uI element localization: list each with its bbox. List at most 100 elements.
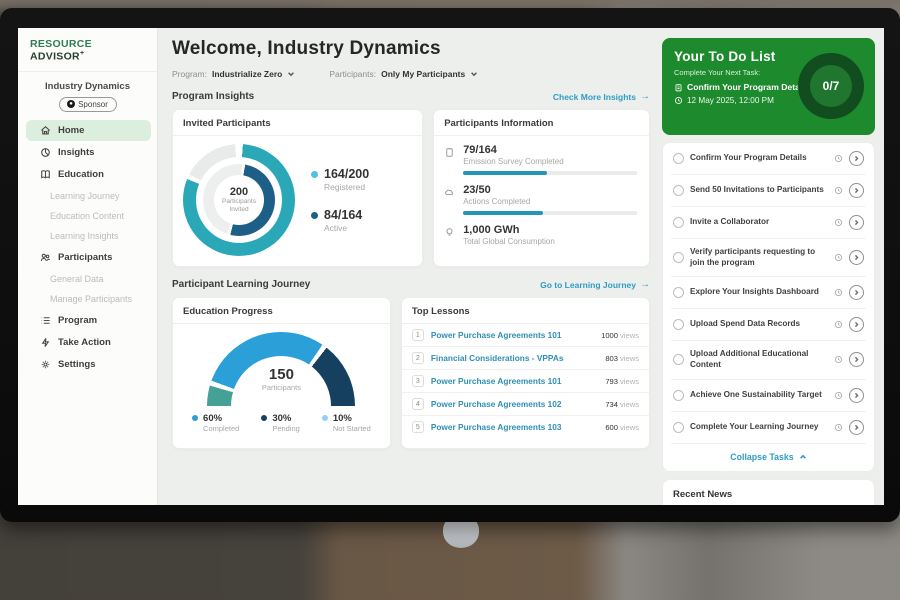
- lesson-views-suffix: views: [620, 331, 639, 340]
- task-checkbox[interactable]: [673, 185, 684, 196]
- participants-filter[interactable]: Participants: Only My Participants: [329, 69, 478, 79]
- todo-panel: Your To Do List Complete Your Next Task:…: [662, 28, 884, 505]
- task-checkbox[interactable]: [673, 354, 684, 366]
- task-checkbox[interactable]: [673, 287, 684, 299]
- task-label[interactable]: Send 50 Invitations to Participants: [690, 185, 824, 195]
- task-checkbox[interactable]: [673, 217, 684, 228]
- sidebar-item-learning-insights[interactable]: Learning Insights: [50, 230, 119, 241]
- participants-information-card: Participants Information 79/164 Emission…: [433, 109, 650, 267]
- page-title: Welcome, Industry Dynamics: [172, 38, 441, 59]
- task-label[interactable]: Complete Your Learning Journey: [690, 421, 819, 431]
- task-checkbox[interactable]: [673, 319, 684, 331]
- info-icon[interactable]: [834, 355, 843, 364]
- lesson-title-link[interactable]: Financial Considerations - VPPAs: [430, 353, 564, 363]
- sidebar-item-learning-journey[interactable]: Learning Journey: [50, 190, 120, 201]
- legend-item-active: 84/164 Active: [311, 208, 369, 233]
- gauge-center-value: 150: [268, 366, 294, 383]
- survey-progress-bar: [463, 171, 637, 175]
- program-filter[interactable]: Program: Industrialize Zero: [172, 69, 295, 79]
- task-go-button[interactable]: [849, 285, 864, 301]
- sidebar-item-education-content[interactable]: Education Content: [50, 210, 125, 221]
- go-to-learning-journey-link[interactable]: Go to Learning Journey →: [540, 279, 650, 290]
- lesson-title-link[interactable]: Power Purchase Agreements 101: [430, 330, 562, 340]
- check-more-insights-link[interactable]: Check More Insights →: [553, 91, 650, 102]
- lesson-views-suffix: views: [620, 377, 639, 386]
- info-value: 23/50: [463, 184, 491, 196]
- todo-due-label: 12 May 2025, 12:00 PM: [687, 96, 774, 105]
- sidebar: RESOURCE ADVISOR+ Industry Dynamics ● Sp…: [18, 28, 158, 505]
- info-icon[interactable]: [834, 423, 843, 432]
- task-label[interactable]: Upload Spend Data Records: [690, 319, 801, 329]
- info-icon[interactable]: [834, 288, 843, 297]
- info-icon[interactable]: [834, 154, 843, 163]
- legend-value: 84/164: [324, 208, 363, 222]
- lesson-row[interactable]: 1 Power Purchase Agreements 101 1000 view…: [401, 324, 649, 347]
- task-checkbox[interactable]: [673, 421, 684, 433]
- link-label: Check More Insights: [552, 91, 636, 102]
- lesson-views-count: 734: [605, 400, 618, 409]
- lesson-title-link[interactable]: Power Purchase Agreements 102: [430, 399, 562, 409]
- task-go-button[interactable]: [849, 250, 864, 266]
- info-icon[interactable]: [834, 186, 843, 195]
- task-label[interactable]: Confirm Your Program Details: [690, 153, 807, 163]
- task-label[interactable]: Verify participants requesting to join t…: [690, 247, 816, 267]
- sidebar-item-program[interactable]: Program: [26, 310, 151, 331]
- info-icon[interactable]: [834, 218, 843, 227]
- sidebar-item-insights[interactable]: Insights: [26, 142, 151, 163]
- task-checkbox[interactable]: [673, 153, 684, 164]
- task-go-button[interactable]: [849, 215, 864, 230]
- sidebar-item-general-data[interactable]: General Data: [50, 273, 104, 284]
- task-go-button[interactable]: [849, 183, 864, 198]
- logo-text-resource: RESOURCE: [30, 38, 92, 50]
- task-go-button[interactable]: [849, 151, 864, 166]
- lesson-row[interactable]: 3 Power Purchase Agreements 101 793 views: [401, 370, 649, 393]
- lesson-title-link[interactable]: Power Purchase Agreements 103: [430, 422, 562, 432]
- task-checkbox[interactable]: [673, 252, 684, 264]
- legend-label: Completed: [203, 424, 240, 433]
- chevron-right-icon: [854, 290, 859, 296]
- info-row-survey: 79/164 Emission Survey Completed: [444, 144, 637, 175]
- lesson-row[interactable]: 2 Financial Considerations - VPPAs 803 vi…: [401, 347, 649, 370]
- sponsor-icon: ●: [67, 100, 76, 108]
- info-icon[interactable]: [834, 391, 843, 400]
- clock-icon: [674, 96, 683, 105]
- sponsor-badge-label: Sponsor: [78, 99, 108, 109]
- task-go-button[interactable]: [849, 387, 864, 403]
- info-value: 79/164: [463, 144, 497, 156]
- legend-dot: [321, 415, 328, 421]
- lesson-rank: 1: [411, 329, 424, 341]
- task-label[interactable]: Explore Your Insights Dashboard: [690, 287, 819, 297]
- lesson-row[interactable]: 5 Power Purchase Agreements 103 600 views: [402, 416, 649, 438]
- task-label[interactable]: Upload Additional Educational Content: [690, 349, 809, 369]
- task-label[interactable]: Achieve One Sustainability Target: [690, 389, 822, 399]
- info-value: 1,000 GWh: [463, 224, 520, 236]
- lesson-title-link[interactable]: Power Purchase Agreements 101: [430, 376, 562, 386]
- task-go-button[interactable]: [849, 317, 864, 333]
- info-label: Actions Completed: [463, 197, 531, 206]
- legend-item-pending: 30% Pending: [261, 413, 300, 433]
- sidebar-item-participants[interactable]: Participants: [26, 247, 151, 268]
- collapse-tasks-link[interactable]: Collapse Tasks: [671, 444, 866, 471]
- task-go-button[interactable]: [849, 352, 864, 368]
- task-go-button[interactable]: [849, 419, 864, 435]
- task-row: Explore Your Insights Dashboard: [671, 277, 866, 310]
- recent-news-card: Recent News: [662, 478, 875, 505]
- lesson-row[interactable]: 4 Power Purchase Agreements 102 734 views: [401, 393, 649, 416]
- sidebar-item-take-action[interactable]: Take Action: [26, 332, 151, 353]
- sidebar-item-settings[interactable]: Settings: [26, 354, 151, 375]
- sidebar-item-label: Take Action: [58, 336, 111, 348]
- info-icon[interactable]: [834, 320, 843, 329]
- task-row: Verify participants requesting to join t…: [671, 239, 866, 278]
- card-title: Participants Information: [434, 110, 649, 136]
- task-checkbox[interactable]: [673, 389, 684, 401]
- sidebar-item-education[interactable]: Education: [26, 164, 151, 185]
- invited-legend: 164/200 Registered 84/164 Active: [311, 167, 369, 233]
- recent-news-title: Recent News: [673, 489, 864, 505]
- lessons-list: 1 Power Purchase Agreements 101 1000 view…: [401, 324, 649, 438]
- task-label[interactable]: Invite a Collaborator: [690, 217, 770, 227]
- participants-filter-value: Only My Participants: [381, 69, 466, 79]
- sidebar-item-home[interactable]: Home: [26, 119, 151, 141]
- sidebar-item-label: Home: [58, 124, 85, 136]
- info-icon[interactable]: [834, 253, 843, 262]
- sidebar-item-manage-participants[interactable]: Manage Participants: [50, 293, 133, 304]
